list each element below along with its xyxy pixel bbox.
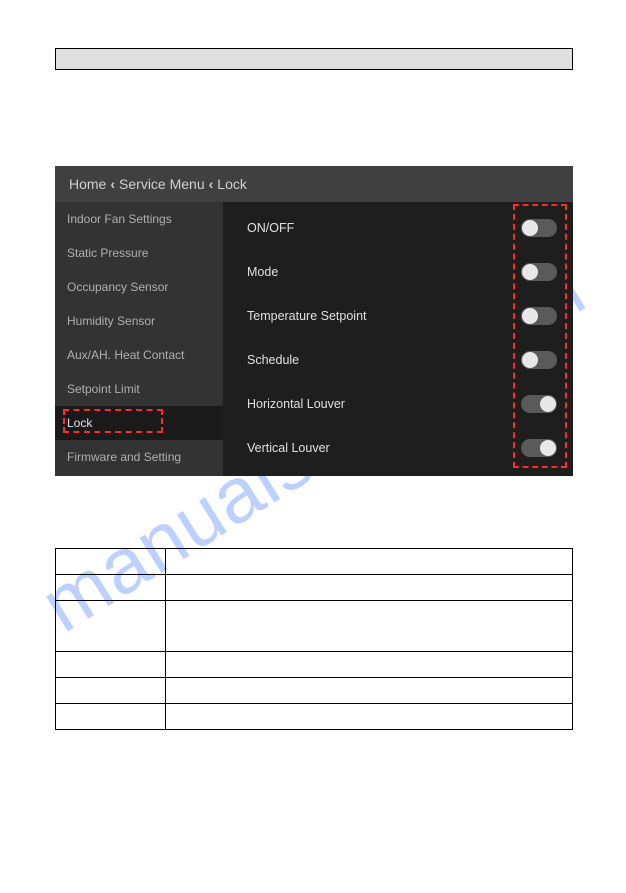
table-row (56, 575, 572, 601)
sidebar-item-humidity-sensor[interactable]: Humidity Sensor (55, 304, 223, 338)
toggle-knob (540, 396, 556, 412)
sidebar-item-label: Setpoint Limit (67, 382, 140, 396)
toggle-mode[interactable] (521, 263, 557, 281)
sidebar-item-aux-heat[interactable]: Aux/AH. Heat Contact (55, 338, 223, 372)
sidebar-item-label: Occupancy Sensor (67, 280, 168, 294)
table-row (56, 652, 572, 678)
breadcrumb-current: Lock (217, 176, 247, 192)
row-mode: Mode (223, 250, 573, 294)
toggle-schedule[interactable] (521, 351, 557, 369)
chevron-left-icon: ‹ (110, 176, 115, 192)
table-row (56, 678, 572, 704)
row-label: Mode (247, 265, 278, 279)
top-bar (55, 48, 573, 70)
toggle-knob (522, 220, 538, 236)
table-cell (166, 601, 572, 651)
chevron-left-icon: ‹ (209, 176, 214, 192)
sidebar: Indoor Fan Settings Static Pressure Occu… (55, 202, 223, 476)
sidebar-item-static-pressure[interactable]: Static Pressure (55, 236, 223, 270)
table-cell (56, 704, 166, 729)
table-row (56, 601, 572, 652)
table-cell (56, 652, 166, 677)
sidebar-item-occupancy-sensor[interactable]: Occupancy Sensor (55, 270, 223, 304)
toggle-temp-setpoint[interactable] (521, 307, 557, 325)
table-cell (166, 549, 572, 574)
table-cell (166, 575, 572, 600)
sidebar-item-label: Humidity Sensor (67, 314, 155, 328)
table-cell (56, 549, 166, 574)
sidebar-item-lock[interactable]: Lock (55, 406, 223, 440)
toggle-horizontal-louver[interactable] (521, 395, 557, 413)
sidebar-item-setpoint-limit[interactable]: Setpoint Limit (55, 372, 223, 406)
content-area: ON/OFF Mode Temperature Setpoint Schedul… (223, 202, 573, 476)
toggle-onoff[interactable] (521, 219, 557, 237)
toggle-knob (522, 308, 538, 324)
toggle-vertical-louver[interactable] (521, 439, 557, 457)
sidebar-item-indoor-fan[interactable]: Indoor Fan Settings (55, 202, 223, 236)
breadcrumb: Home ‹ Service Menu ‹ Lock (55, 166, 573, 202)
sidebar-item-firmware[interactable]: Firmware and Setting (55, 440, 223, 474)
row-schedule: Schedule (223, 338, 573, 382)
sidebar-item-label: Aux/AH. Heat Contact (67, 348, 184, 362)
table-cell (166, 652, 572, 677)
row-horizontal-louver: Horizontal Louver (223, 382, 573, 426)
table-row (56, 549, 572, 575)
sidebar-item-label: Firmware and Setting (67, 450, 181, 464)
panel-body: Indoor Fan Settings Static Pressure Occu… (55, 202, 573, 476)
table-cell (166, 704, 572, 729)
toggle-knob (522, 264, 538, 280)
toggle-knob (522, 352, 538, 368)
breadcrumb-home[interactable]: Home (69, 176, 106, 192)
table-cell (56, 601, 166, 651)
row-vertical-louver: Vertical Louver (223, 426, 573, 470)
table-frame (55, 548, 573, 730)
table-cell (56, 678, 166, 703)
row-label: Temperature Setpoint (247, 309, 367, 323)
table-row (56, 704, 572, 729)
row-label: ON/OFF (247, 221, 294, 235)
breadcrumb-service-menu[interactable]: Service Menu (119, 176, 205, 192)
table-cell (56, 575, 166, 600)
toggle-knob (540, 440, 556, 456)
row-label: Horizontal Louver (247, 397, 345, 411)
table-cell (166, 678, 572, 703)
ui-panel: Home ‹ Service Menu ‹ Lock Indoor Fan Se… (55, 166, 573, 476)
row-label: Schedule (247, 353, 299, 367)
sidebar-item-label: Lock (67, 416, 92, 430)
sidebar-item-label: Static Pressure (67, 246, 148, 260)
sidebar-item-label: Indoor Fan Settings (67, 212, 172, 226)
row-temp-setpoint: Temperature Setpoint (223, 294, 573, 338)
row-onoff: ON/OFF (223, 206, 573, 250)
row-label: Vertical Louver (247, 441, 330, 455)
